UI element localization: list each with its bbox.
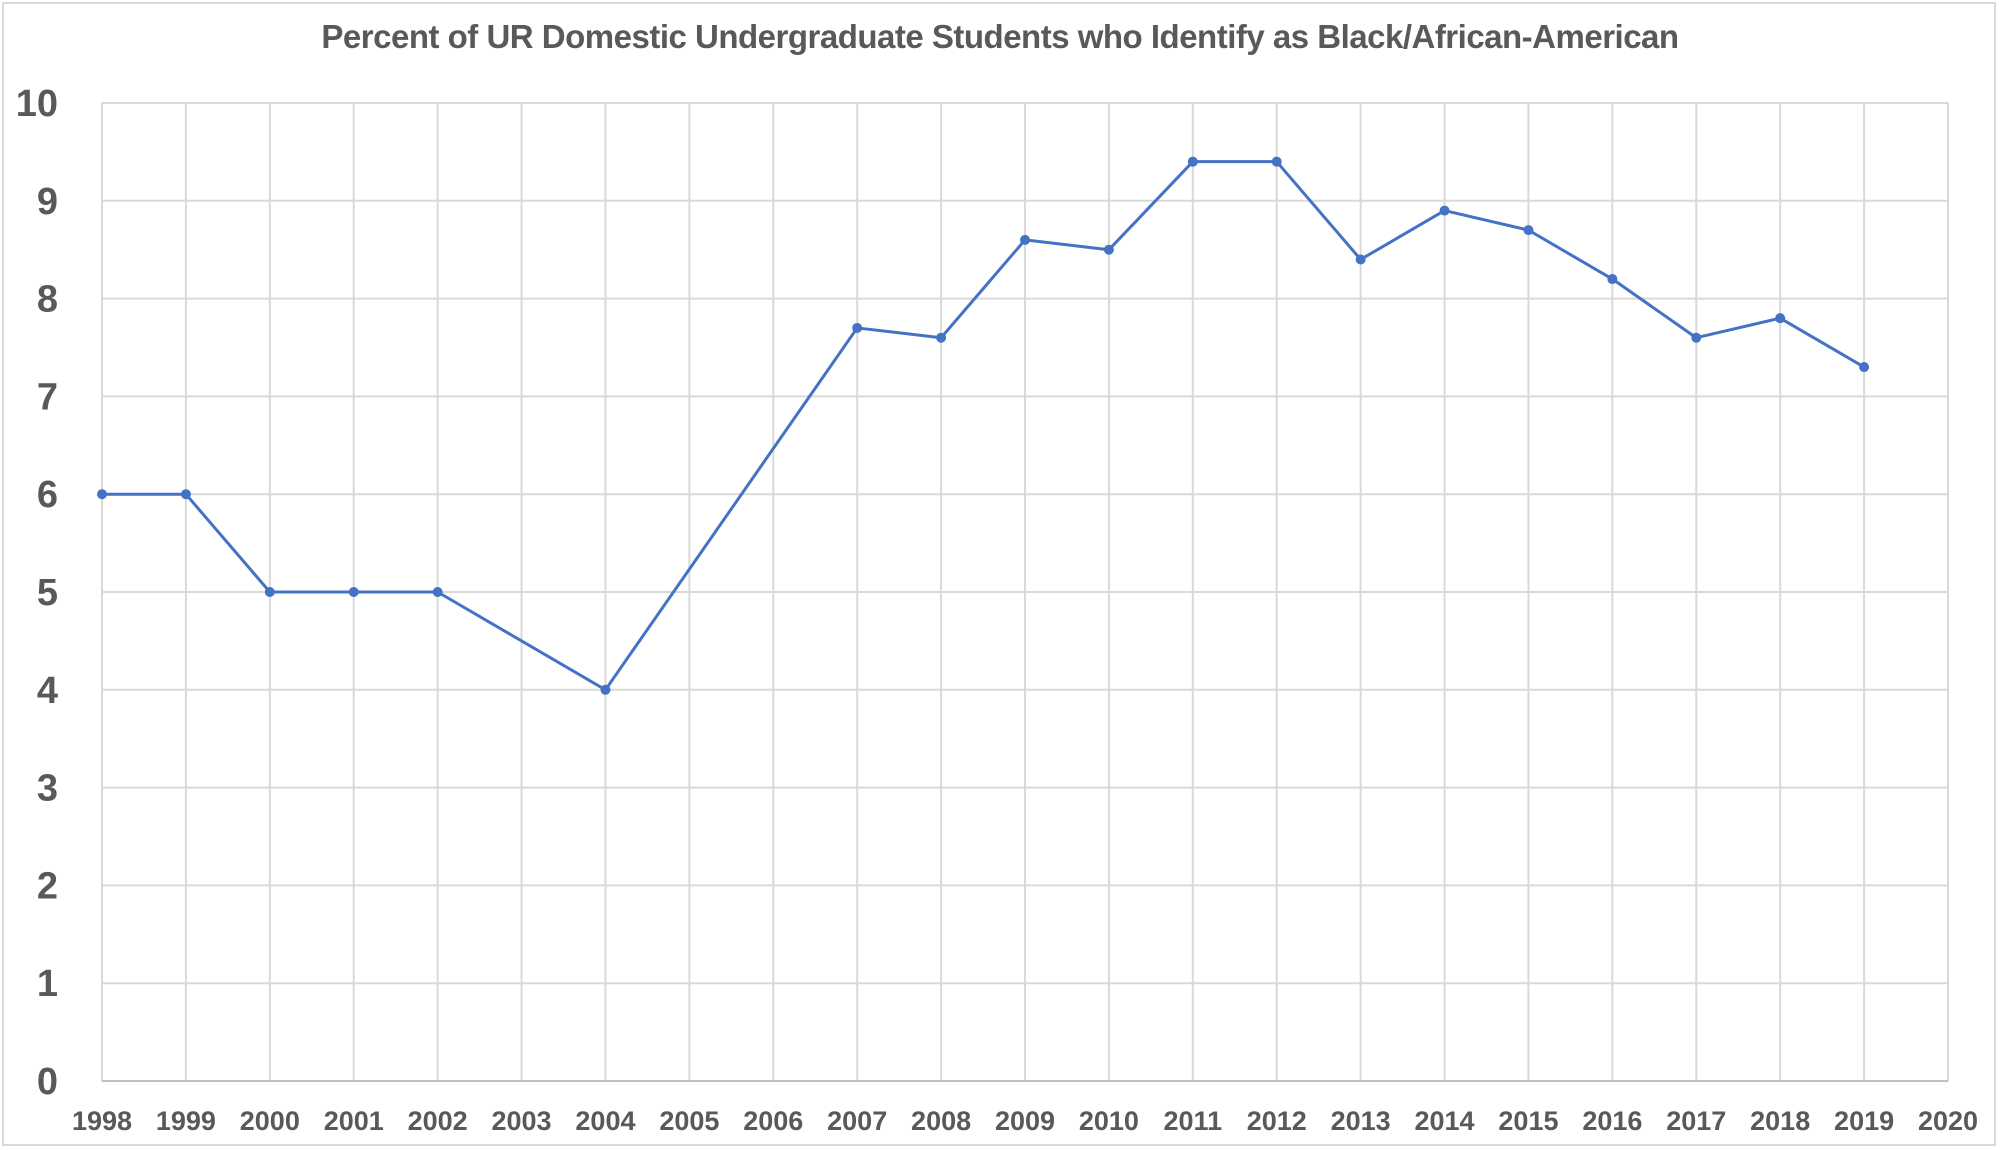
y-tick-label: 6 [37, 474, 58, 516]
data-point-marker[interactable] [264, 587, 275, 597]
data-point-marker[interactable] [852, 322, 863, 333]
data-point-marker[interactable] [600, 684, 611, 695]
x-tick-label: 2012 [1247, 1106, 1307, 1136]
data-series [97, 156, 1870, 695]
data-point-marker[interactable] [1103, 244, 1114, 255]
x-tick-label: 2002 [408, 1106, 468, 1136]
data-point-marker[interactable] [1271, 156, 1282, 167]
y-tick-label: 4 [37, 670, 58, 712]
x-tick-label: 2014 [1415, 1106, 1475, 1136]
chart-title: Percent of UR Domestic Undergraduate Stu… [321, 18, 1679, 55]
x-tick-label: 1998 [72, 1106, 132, 1136]
y-tick-label: 8 [37, 279, 58, 321]
x-tick-label: 2006 [743, 1106, 803, 1136]
data-point-marker[interactable] [1859, 362, 1870, 373]
x-tick-label: 2005 [659, 1106, 719, 1136]
y-tick-label: 3 [37, 768, 58, 810]
y-tick-label: 7 [37, 376, 58, 418]
x-tick-label: 2001 [324, 1106, 384, 1136]
data-point-marker[interactable] [1439, 205, 1450, 216]
x-tick-label: 2007 [827, 1106, 887, 1136]
x-axis-ticks: 1998 1999 2000 2001 2002 2003 2004 2005 2006 2007… [72, 1106, 1978, 1136]
data-point-marker[interactable] [1775, 313, 1786, 324]
x-tick-label: 2009 [995, 1106, 1055, 1136]
y-tick-label: 5 [37, 572, 58, 614]
x-tick-label: 2008 [911, 1106, 971, 1136]
data-point-marker[interactable] [348, 587, 359, 597]
x-tick-label: 2017 [1666, 1106, 1726, 1136]
x-tick-label: 2010 [1079, 1106, 1139, 1136]
data-point-marker[interactable] [180, 489, 191, 500]
x-tick-label: 2015 [1498, 1106, 1558, 1136]
x-tick-label: 2013 [1331, 1106, 1391, 1136]
x-tick-label: 2016 [1582, 1106, 1642, 1136]
x-tick-label: 2019 [1834, 1106, 1894, 1136]
y-axis-ticks: 0 1 2 3 4 5 6 7 8 9 10 [16, 83, 58, 1103]
x-tick-label: 2011 [1164, 1106, 1223, 1136]
x-tick-label: 2020 [1918, 1106, 1978, 1136]
x-tick-label: 2003 [492, 1106, 552, 1136]
data-point-marker[interactable] [936, 332, 947, 343]
data-point-marker[interactable] [1523, 225, 1534, 236]
data-point-marker[interactable] [1691, 332, 1702, 343]
y-tick-label: 9 [37, 181, 58, 223]
data-point-marker[interactable] [97, 489, 107, 500]
data-point-marker[interactable] [1020, 234, 1030, 245]
y-tick-label: 10 [16, 83, 58, 125]
y-tick-label: 0 [37, 1061, 58, 1103]
y-tick-label: 2 [37, 865, 58, 907]
series-line [102, 160, 1865, 692]
data-point-marker[interactable] [1607, 274, 1618, 285]
x-tick-label: 2018 [1750, 1106, 1810, 1136]
y-tick-label: 1 [37, 963, 58, 1005]
data-point-marker[interactable] [432, 587, 443, 597]
x-tick-label: 2000 [240, 1106, 300, 1136]
x-tick-label: 1999 [156, 1106, 216, 1136]
data-point-marker[interactable] [1355, 254, 1366, 265]
data-point-marker[interactable] [1187, 156, 1198, 167]
x-tick-label: 2004 [575, 1106, 635, 1136]
